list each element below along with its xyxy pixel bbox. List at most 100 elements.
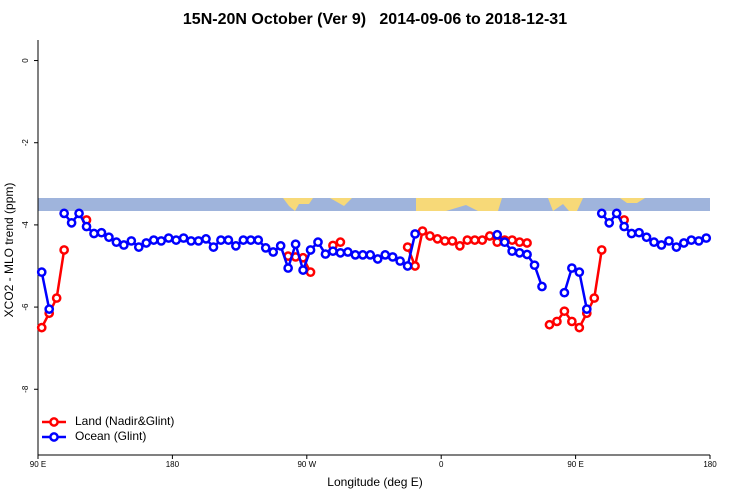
data-point: [499, 237, 510, 248]
data-point: [581, 304, 592, 314]
data-point: [335, 247, 346, 258]
data-point: [96, 227, 107, 238]
data-point: [51, 293, 62, 303]
data-point: [81, 221, 92, 232]
data-point: [313, 237, 323, 248]
data-point: [111, 237, 122, 248]
data-point: [305, 245, 316, 255]
data-point: [372, 254, 383, 264]
x-tick-label: 180: [166, 460, 180, 469]
y-axis-label: XCO2 - MLO trend (ppm): [2, 183, 16, 318]
data-point: [231, 241, 241, 251]
data-point: [507, 246, 517, 257]
data-point: [417, 226, 428, 236]
y-tick-label: 0: [21, 58, 30, 63]
data-point: [402, 242, 413, 252]
data-point: [567, 316, 577, 327]
data-point: [66, 217, 77, 228]
x-tick-label: 0: [439, 460, 444, 469]
data-point: [305, 267, 316, 278]
data-point: [44, 304, 55, 314]
data-point: [36, 267, 47, 278]
data-point: [656, 240, 667, 250]
data-point: [664, 236, 674, 246]
data-point: [402, 261, 413, 271]
data-point: [522, 238, 532, 248]
data-point: [492, 229, 503, 240]
series-line: [40, 271, 51, 310]
data-point: [283, 263, 293, 273]
data-point: [589, 293, 600, 303]
x-axis-label: Longitude (deg E): [327, 475, 422, 489]
data-point: [275, 241, 286, 251]
data-point: [462, 235, 473, 245]
data-point: [178, 233, 189, 243]
chart-title: 15N-20N October (Ver 9) 2014-09-06 to 20…: [183, 11, 567, 28]
data-point: [268, 247, 279, 257]
data-point: [104, 232, 114, 243]
data-point: [335, 237, 346, 248]
data-point: [201, 234, 211, 244]
data-point: [350, 250, 361, 260]
data-point: [544, 319, 555, 330]
data-point: [619, 221, 629, 232]
data-point: [574, 322, 585, 333]
data-point: [380, 250, 391, 260]
data-point: [477, 235, 488, 245]
data-point: [604, 217, 615, 228]
data-point: [253, 235, 264, 245]
y-tick-label: -6: [21, 303, 30, 311]
data-point: [410, 229, 420, 239]
data-point: [567, 263, 577, 273]
data-point: [238, 235, 249, 245]
data-point: [74, 208, 84, 219]
data-point: [514, 247, 525, 258]
data-point: [447, 236, 458, 246]
data-point: [596, 208, 607, 219]
y-tick-label: -8: [21, 385, 30, 393]
data-point: [671, 242, 682, 252]
map-strip: [38, 198, 710, 211]
y-tick-label: -2: [21, 139, 30, 147]
data-point: [89, 228, 99, 239]
data-point: [343, 247, 353, 257]
data-point: [357, 250, 368, 260]
data-point: [537, 281, 547, 292]
x-tick-label: 90 W: [297, 460, 316, 469]
data-point: [260, 243, 271, 253]
data-point: [216, 235, 226, 245]
data-point: [223, 235, 234, 245]
data-point: [611, 208, 622, 219]
data-point: [387, 252, 398, 262]
data-point: [395, 256, 405, 266]
data-point: [298, 265, 308, 275]
data-point: [410, 261, 420, 271]
data-point: [492, 237, 503, 248]
data-point: [559, 306, 570, 317]
data-point: [641, 232, 652, 243]
data-point: [514, 237, 525, 248]
data-point: [552, 316, 562, 327]
data-point: [425, 231, 435, 241]
legend-label: Land (Nadir&Glint): [75, 414, 174, 428]
data-point: [559, 287, 570, 298]
data-point: [141, 238, 152, 248]
legend-label: Ocean (Glint): [75, 429, 146, 443]
data-point: [529, 260, 540, 271]
ocean-strip: [38, 198, 710, 211]
data-point: [133, 242, 144, 252]
data-point: [290, 239, 301, 250]
data-point: [701, 233, 712, 243]
data-point: [328, 246, 338, 257]
data-point: [693, 236, 704, 246]
data-point: [484, 231, 495, 241]
y-tick-label: -4: [21, 221, 30, 229]
data-point: [365, 250, 376, 260]
data-point: [596, 245, 607, 255]
data-point: [186, 236, 196, 246]
data-point: [119, 240, 129, 250]
data-point: [163, 233, 174, 243]
data-point: [193, 236, 204, 246]
data-point: [522, 249, 532, 260]
